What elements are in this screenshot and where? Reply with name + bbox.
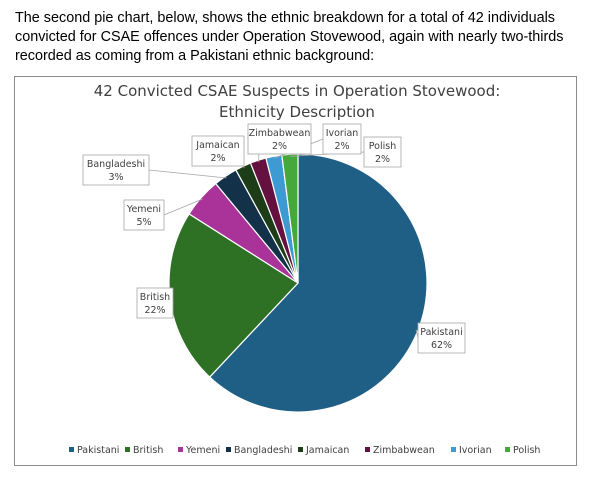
pie-slices	[168, 153, 428, 413]
data-label-box-polish	[363, 136, 402, 168]
data-label-name-british: British	[140, 292, 170, 303]
data-label-value-zimbabwean: 2%	[272, 141, 287, 152]
data-label-box-jamaican	[191, 135, 245, 167]
legend-swatch-british	[125, 447, 130, 452]
pie-chart: 42 Convicted CSAE Suspects in Operation …	[14, 76, 577, 466]
data-label-name-polish: Polish	[369, 141, 396, 152]
data-label-box-yemeni	[123, 199, 165, 231]
data-label-box-british	[136, 287, 174, 319]
legend-entry-pakistani: Pakistani	[77, 445, 119, 456]
data-label-name-bangladeshi: Bangladeshi	[87, 159, 145, 170]
leader-line-bangladeshi	[148, 169, 227, 179]
data-labels: Pakistani 62% British 22% Yemeni 5% Bangladesh…	[82, 123, 466, 354]
legend-entry-yemeni: Yemeni	[185, 445, 220, 456]
data-label-value-bangladeshi: 3%	[108, 172, 123, 183]
legend-swatch-pakistani	[69, 447, 74, 452]
legend-swatch-yemeni	[178, 447, 183, 452]
data-label-value-pakistani: 62%	[431, 340, 452, 351]
legend-entry-bangladeshi: Bangladeshi	[234, 445, 292, 456]
pie-chart-svg: 42 Convicted CSAE Suspects in Operation …	[69, 82, 540, 456]
data-label-box-bangladeshi	[82, 154, 150, 186]
data-label-name-ivorian: Ivorian	[326, 128, 359, 139]
data-label-value-ivorian: 2%	[334, 141, 349, 152]
data-label-value-british: 22%	[144, 305, 165, 316]
legend-swatch-polish	[505, 447, 510, 452]
data-label-value-yemeni: 5%	[136, 217, 151, 228]
data-label-box-ivorian	[322, 123, 362, 155]
data-label-name-zimbabwean: Zimbabwean	[249, 128, 311, 139]
legend-entry-jamaican: Jamaican	[305, 445, 349, 456]
leader-line-yemeni	[163, 198, 203, 216]
data-label-name-pakistani: Pakistani	[420, 327, 462, 338]
chart-title-line-1: 42 Convicted CSAE Suspects in Operation …	[94, 82, 501, 100]
legend-swatch-bangladeshi	[226, 447, 231, 452]
data-label-box-zimbabwean	[247, 123, 312, 155]
data-label-name-jamaican: Jamaican	[195, 140, 239, 151]
intro-paragraph: The second pie chart, below, shows the e…	[15, 10, 564, 64]
legend-entry-ivorian: Ivorian	[459, 445, 492, 456]
legend-entry-zimbabwean: Zimbabwean	[373, 445, 435, 456]
chart-title-line-2: Ethnicity Description	[219, 103, 375, 121]
legend-swatch-zimbabwean	[365, 447, 370, 452]
data-label-name-yemeni: Yemeni	[126, 204, 161, 215]
legend-entry-polish: Polish	[513, 445, 540, 456]
legend: Pakistani British Yemeni Bangladeshi Jamaica…	[69, 445, 540, 456]
legend-swatch-jamaican	[298, 447, 303, 452]
data-label-value-polish: 2%	[375, 154, 390, 165]
legend-entry-british: British	[133, 445, 163, 456]
data-label-box-pakistani	[417, 322, 466, 354]
legend-swatch-ivorian	[451, 447, 456, 452]
data-label-value-jamaican: 2%	[210, 153, 225, 164]
